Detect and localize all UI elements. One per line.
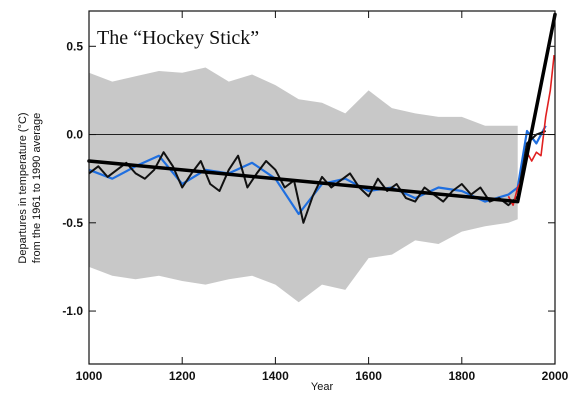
y-tick-label: -0.5 — [62, 216, 83, 230]
ticks-layer: 0.5 0.0 -0.5 -1.0 1000 1200 1400 1600 1800 2000 — [62, 11, 568, 383]
annual-reconstruction-line — [88, 125, 547, 216]
x-axis-title: Year — [311, 381, 334, 393]
hockey-stick-trend-line — [87, 12, 557, 204]
x-tick-label: 2000 — [542, 369, 568, 383]
y-axis-title-line2: from the 1961 to 1990 average — [31, 113, 43, 263]
smoothed-reconstruction-line — [88, 130, 547, 224]
x-tick-label: 1200 — [169, 369, 196, 383]
y-axis-title-line1: Departures in temperature (°C) — [17, 112, 29, 263]
x-tick-label: 1400 — [262, 369, 289, 383]
plot-frame — [88, 10, 556, 365]
y-tick-label: -1.0 — [62, 304, 83, 318]
series-layer — [88, 55, 555, 224]
y-tick-label: 0.0 — [66, 128, 83, 142]
instrumental-record-line — [507, 55, 555, 206]
x-tick-label: 1800 — [448, 369, 475, 383]
y-tick-label: 0.5 — [66, 39, 83, 53]
uncertainty-band — [89, 67, 518, 303]
x-tick-label: 1000 — [76, 369, 103, 383]
uncertainty-band-layer — [89, 67, 518, 303]
trend-layer — [87, 12, 557, 204]
x-tick-label: 1600 — [355, 369, 382, 383]
chart-title: The “Hockey Stick” — [97, 27, 259, 49]
